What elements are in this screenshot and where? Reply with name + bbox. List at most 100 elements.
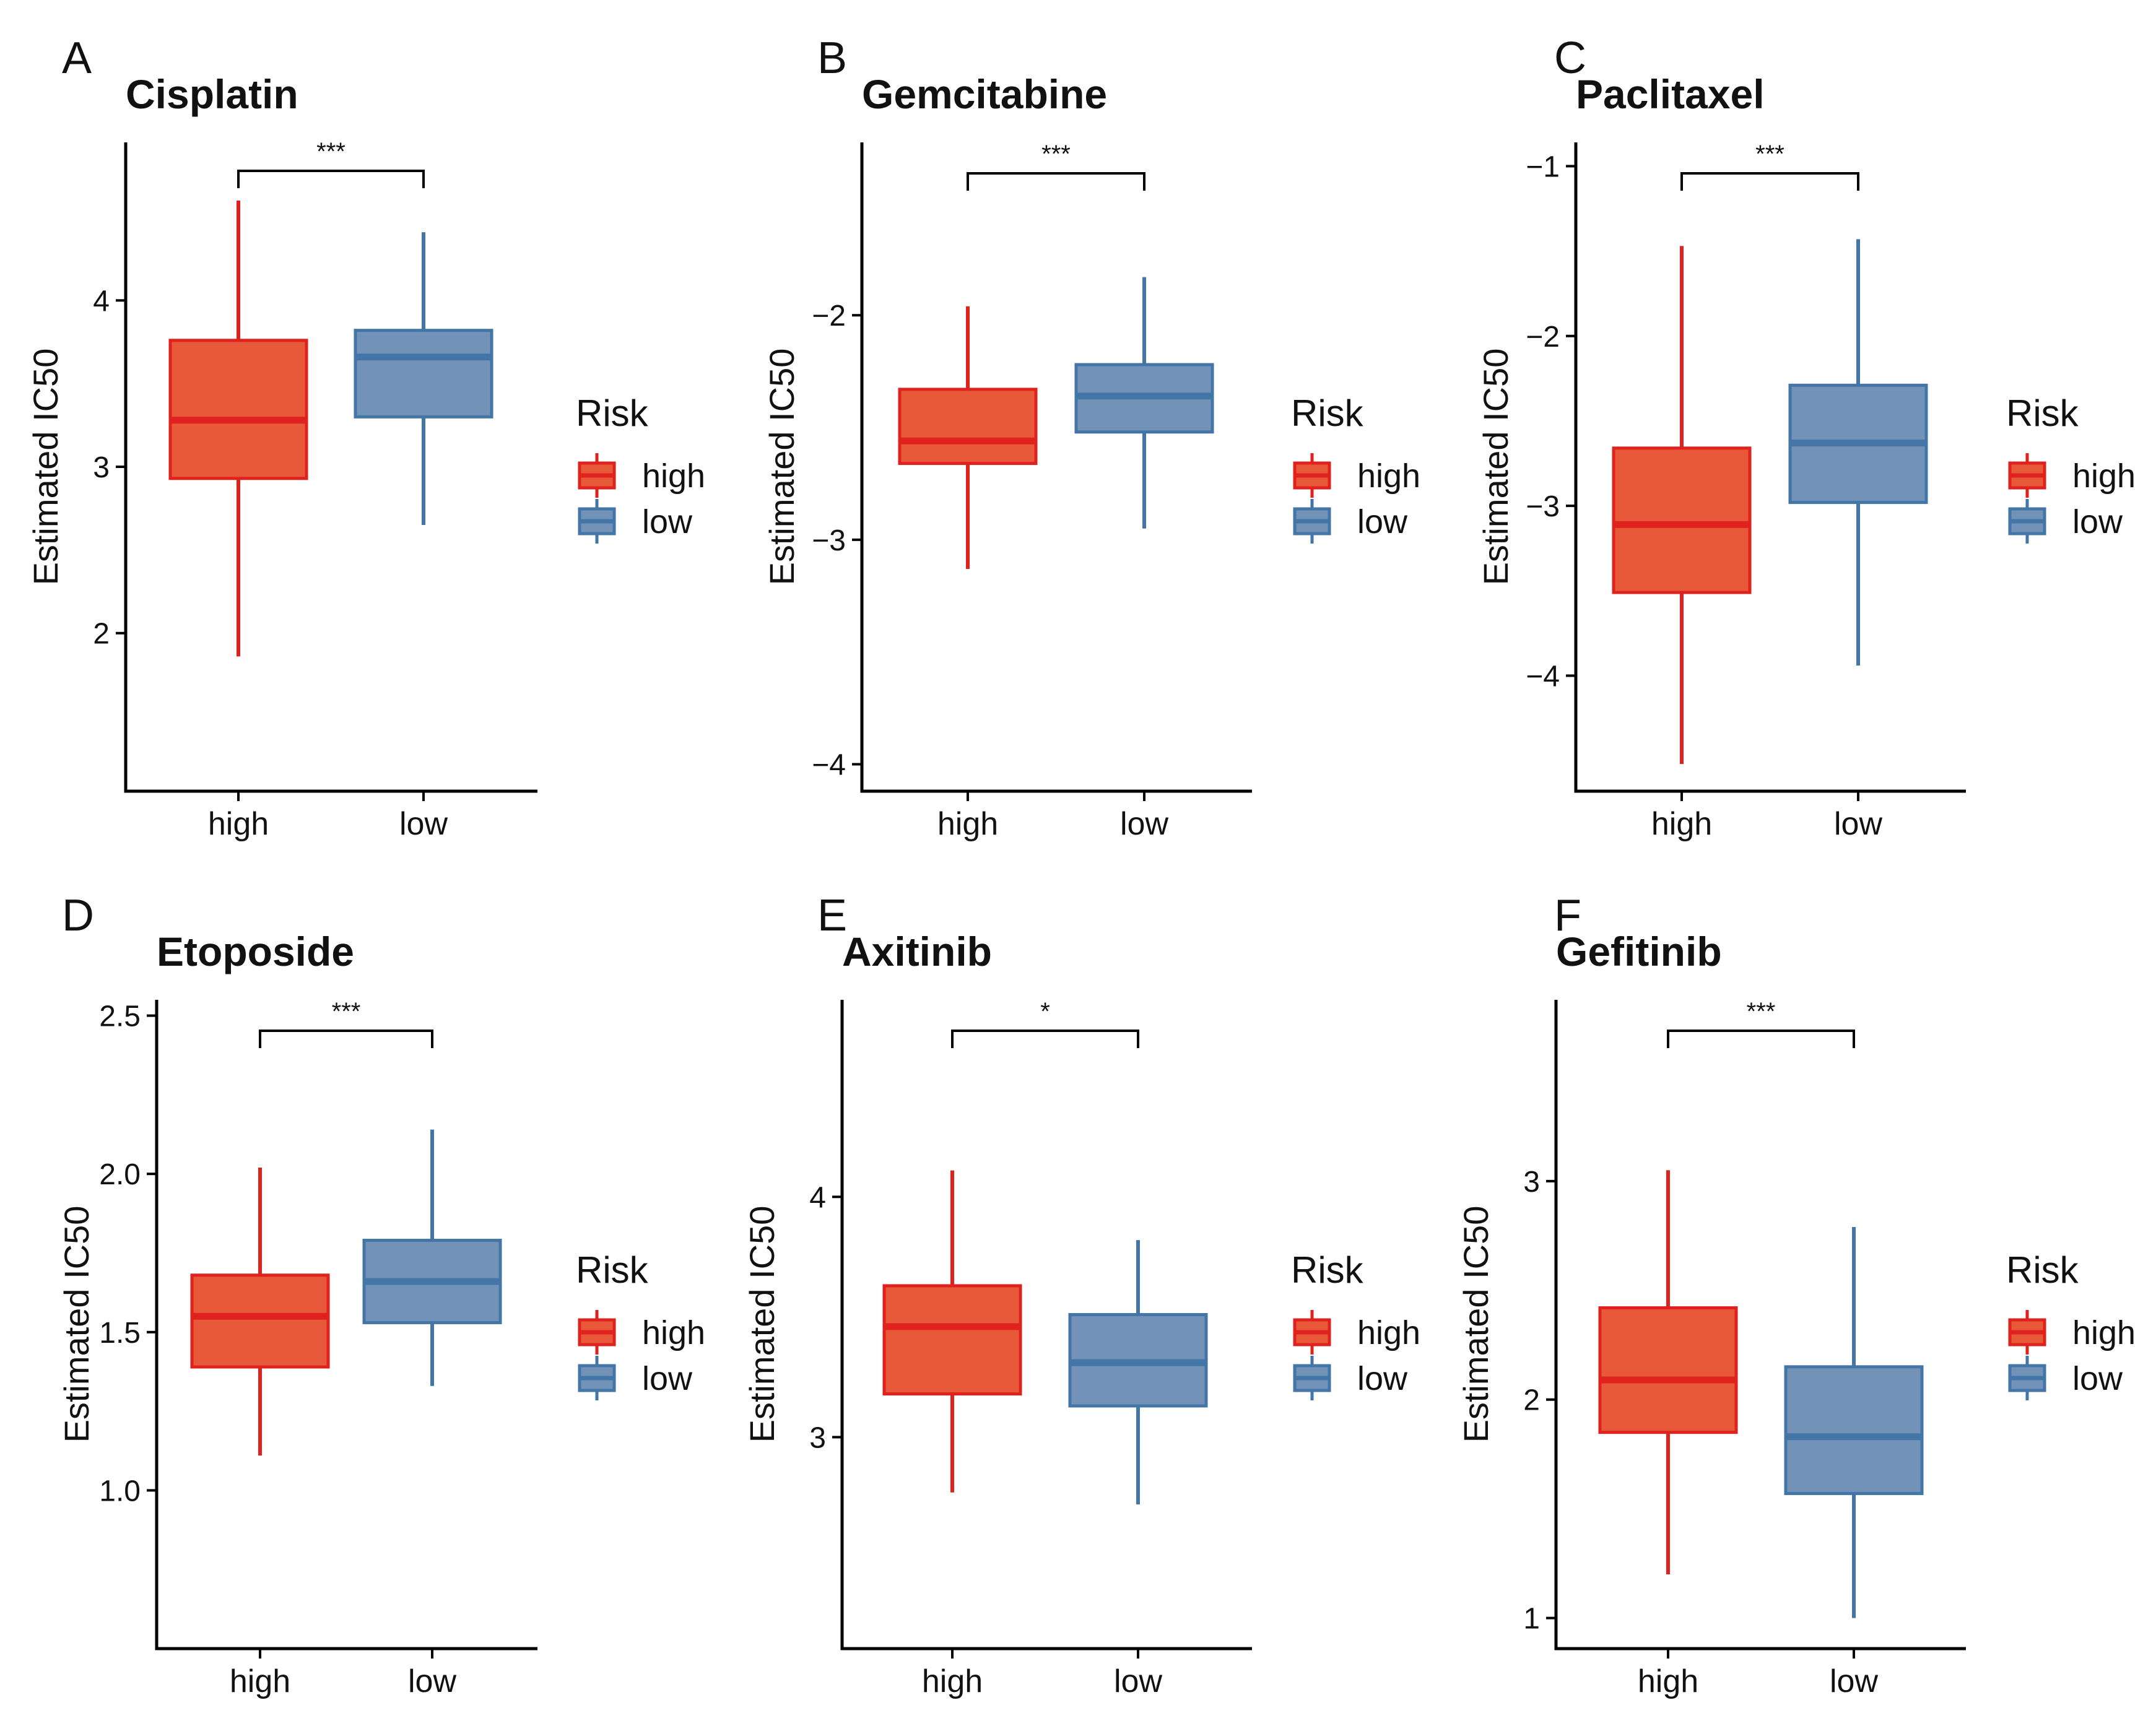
significance-bracket xyxy=(951,1030,1139,1048)
y-tick-label: 1 xyxy=(1523,1603,1540,1636)
iqr-box xyxy=(898,388,1038,466)
legend-key-low xyxy=(578,499,616,544)
y-tick-label: 2.5 xyxy=(99,1000,141,1033)
y-tick-label: 1.0 xyxy=(99,1475,141,1507)
y-axis-title: Estimated IC50 xyxy=(57,1206,96,1443)
x-tick-label-high: high xyxy=(1638,1663,1698,1699)
box-high xyxy=(1612,246,1752,765)
y-tick-label: −2 xyxy=(812,300,846,332)
chart-title: Gefitinib xyxy=(1556,929,1722,974)
y-tick-label: 3 xyxy=(809,1421,826,1454)
box-high xyxy=(168,201,308,657)
significance-label: *** xyxy=(1747,998,1776,1025)
box-low xyxy=(1788,239,1928,666)
legend-key-high xyxy=(578,1310,616,1355)
panel-letter: C xyxy=(1554,33,1586,83)
significance-label: *** xyxy=(316,138,346,165)
panel-letter: F xyxy=(1554,891,1581,940)
iqr-box xyxy=(882,1284,1022,1396)
legend-label-low: low xyxy=(1357,503,1408,540)
iqr-box xyxy=(354,329,493,418)
box-low xyxy=(1074,277,1214,529)
legend-title: Risk xyxy=(2006,1249,2079,1291)
panel-letter: D xyxy=(62,891,94,940)
legend-title: Risk xyxy=(576,392,649,434)
chart-panel-d: D Etoposide 1.0 1.5 2.0 2.5 Estimated IC50 high… xyxy=(57,891,705,1699)
y-tick-label: 2 xyxy=(1523,1384,1540,1417)
legend-label-high: high xyxy=(2072,1314,2136,1351)
box-low xyxy=(1068,1240,1208,1505)
legend-title: Risk xyxy=(576,1249,649,1291)
iqr-box xyxy=(1612,446,1752,594)
x-tick-label-high: high xyxy=(922,1663,983,1699)
chart-title: Cisplatin xyxy=(126,71,298,117)
y-axis-title: Estimated IC50 xyxy=(1456,1206,1495,1443)
legend: Risk high low xyxy=(576,392,705,544)
box-high xyxy=(190,1167,330,1456)
y-tick-label: 3 xyxy=(93,451,110,484)
legend-label-high: high xyxy=(642,1314,705,1351)
y-axis-title: Estimated IC50 xyxy=(1476,349,1515,586)
legend-key-low xyxy=(2008,1356,2046,1400)
chart-panel-b: B Gemcitabine −2 −3 −4 Estimated IC50 high low *… xyxy=(762,33,1420,842)
y-tick-label: −2 xyxy=(1526,321,1560,353)
panel-letter: A xyxy=(62,33,92,83)
panel-letter: B xyxy=(817,33,847,83)
y-tick-label: −4 xyxy=(812,748,846,781)
legend-label-low: low xyxy=(642,503,693,540)
legend-label-high: high xyxy=(642,458,705,495)
significance-label: *** xyxy=(332,998,361,1025)
y-tick-label: 3 xyxy=(1523,1166,1540,1199)
legend-key-low xyxy=(1293,1356,1331,1400)
significance-label: *** xyxy=(1755,141,1784,168)
x-tick-label-low: low xyxy=(1830,1663,1878,1699)
y-tick-label: 4 xyxy=(809,1181,826,1214)
y-tick-label: −3 xyxy=(1526,490,1560,523)
box-high xyxy=(1598,1170,1738,1575)
legend-key-high xyxy=(2008,1310,2046,1355)
legend-key-low xyxy=(2008,499,2046,544)
significance-bracket xyxy=(1667,1030,1855,1048)
box-high xyxy=(882,1170,1022,1493)
chart-title: Etoposide xyxy=(157,929,354,974)
y-tick-label: −4 xyxy=(1526,660,1560,693)
legend-key-high xyxy=(1293,1310,1331,1355)
legend-title: Risk xyxy=(2006,392,2079,434)
legend-title: Risk xyxy=(1291,1249,1364,1291)
y-tick-label: 1.5 xyxy=(99,1317,141,1350)
iqr-box xyxy=(168,339,308,480)
box-low xyxy=(354,232,493,526)
significance-bracket xyxy=(967,172,1145,191)
legend-label-low: low xyxy=(1357,1360,1408,1397)
box-low xyxy=(1784,1226,1924,1618)
legend-key-low xyxy=(578,1356,616,1400)
x-tick-label-low: low xyxy=(1834,806,1882,842)
x-tick-label-high: high xyxy=(1651,806,1712,842)
x-tick-label-low: low xyxy=(1120,806,1168,842)
legend-key-low xyxy=(1293,499,1331,544)
box-low xyxy=(362,1129,502,1386)
chart-title: Gemcitabine xyxy=(862,71,1107,117)
panel-letter: E xyxy=(817,891,847,940)
legend-label-low: low xyxy=(2072,1360,2123,1397)
y-axis-title: Estimated IC50 xyxy=(762,349,801,586)
legend: Risk high low xyxy=(2006,1249,2136,1400)
significance-label: *** xyxy=(1041,141,1071,168)
legend-label-high: high xyxy=(1357,1314,1420,1351)
legend-label-high: high xyxy=(1357,458,1420,495)
box-high xyxy=(898,306,1038,569)
y-tick-label: 2 xyxy=(93,618,110,651)
significance-label: * xyxy=(1040,998,1050,1025)
iqr-box xyxy=(1598,1306,1738,1434)
legend-label-low: low xyxy=(642,1360,693,1397)
chart-panel-a: A Cisplatin 2 3 4 Estimated IC50 high low *** Ris… xyxy=(26,33,705,842)
chart-title: Paclitaxel xyxy=(1576,71,1765,117)
significance-bracket xyxy=(1680,172,1859,191)
significance-bracket xyxy=(237,170,425,189)
x-tick-label-low: low xyxy=(1114,1663,1162,1699)
legend: Risk high low xyxy=(1291,392,1420,544)
